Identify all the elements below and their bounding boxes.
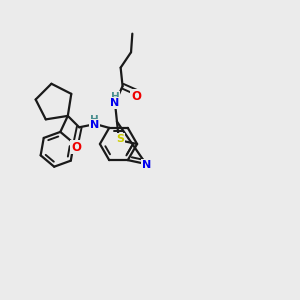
Text: S: S (116, 134, 124, 144)
Text: O: O (71, 141, 81, 154)
Text: N: N (90, 120, 99, 130)
Text: H: H (111, 92, 119, 101)
Text: N: N (110, 98, 120, 108)
Text: H: H (90, 115, 99, 125)
Text: O: O (131, 90, 141, 103)
Text: N: N (142, 160, 151, 170)
